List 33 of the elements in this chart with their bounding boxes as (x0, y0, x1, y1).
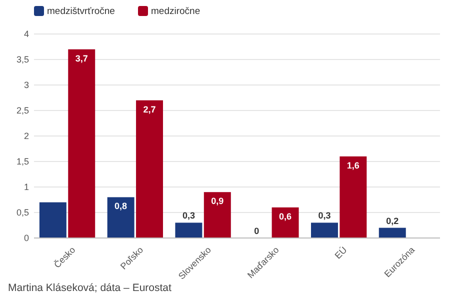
bar (378, 228, 406, 238)
y-tick-label: 3,5 (16, 54, 29, 64)
bar (272, 207, 299, 238)
bar (39, 202, 66, 238)
x-tick-label: EÚ (332, 244, 349, 261)
y-tick-label: 2 (24, 130, 29, 141)
data-label: 0,9 (211, 196, 224, 206)
data-label: 0,2 (386, 216, 399, 226)
bar (311, 222, 338, 238)
legend-label: medzištvrťročne (47, 6, 115, 17)
data-label: 3,7 (75, 53, 88, 64)
y-tick-label: 1 (24, 182, 29, 192)
text: Martina Kláseková; dáta – Eurostat (8, 282, 172, 294)
y-tick-label: 2,5 (16, 105, 29, 116)
data-label: 0,3 (318, 210, 331, 221)
bar (340, 156, 367, 238)
bar (204, 192, 231, 238)
y-tick-label: 1,5 (16, 156, 29, 166)
y-tick-label: 0,5 (16, 207, 29, 218)
data-label: 0,6 (279, 211, 292, 222)
data-label: 0,8 (114, 201, 128, 212)
data-label: 0 (254, 226, 260, 236)
legend-label: medziročne (151, 6, 200, 17)
y-tick-label: 3 (24, 80, 29, 90)
bar (175, 222, 202, 238)
y-tick-label: 0 (24, 232, 29, 243)
bar (107, 197, 134, 238)
bar (136, 100, 163, 238)
bar (68, 49, 96, 238)
y-tick-label: 4 (24, 28, 29, 39)
data-label: 0,3 (182, 210, 195, 221)
data-label: 1,6 (346, 160, 360, 170)
data-label: 2,7 (143, 104, 156, 114)
